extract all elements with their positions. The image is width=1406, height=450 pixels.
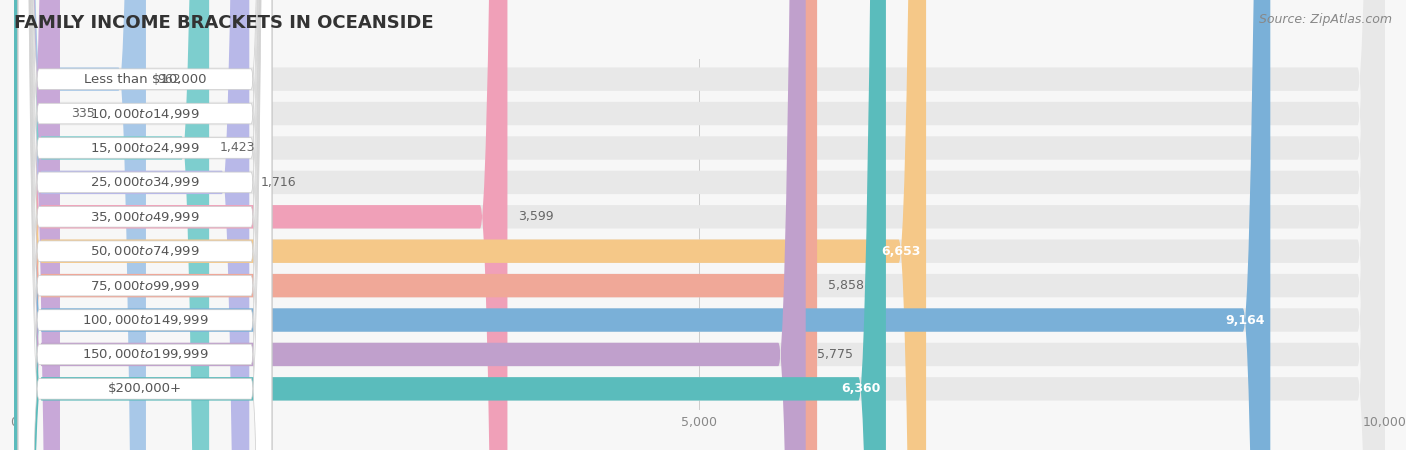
Text: Source: ZipAtlas.com: Source: ZipAtlas.com	[1258, 14, 1392, 27]
FancyBboxPatch shape	[14, 0, 1270, 450]
FancyBboxPatch shape	[14, 0, 249, 450]
Text: $10,000 to $14,999: $10,000 to $14,999	[90, 107, 200, 121]
Text: $75,000 to $99,999: $75,000 to $99,999	[90, 279, 200, 292]
Text: $35,000 to $49,999: $35,000 to $49,999	[90, 210, 200, 224]
FancyBboxPatch shape	[18, 0, 271, 450]
FancyBboxPatch shape	[14, 0, 1385, 450]
Text: $200,000+: $200,000+	[108, 382, 181, 396]
FancyBboxPatch shape	[14, 0, 1385, 450]
Text: $15,000 to $24,999: $15,000 to $24,999	[90, 141, 200, 155]
FancyBboxPatch shape	[14, 0, 1385, 450]
FancyBboxPatch shape	[14, 0, 1385, 450]
Text: $25,000 to $34,999: $25,000 to $34,999	[90, 176, 200, 189]
FancyBboxPatch shape	[18, 0, 271, 450]
Text: FAMILY INCOME BRACKETS IN OCEANSIDE: FAMILY INCOME BRACKETS IN OCEANSIDE	[14, 14, 433, 32]
FancyBboxPatch shape	[18, 0, 271, 450]
FancyBboxPatch shape	[14, 0, 1385, 450]
FancyBboxPatch shape	[18, 0, 271, 450]
FancyBboxPatch shape	[18, 0, 271, 450]
Text: 335: 335	[70, 107, 94, 120]
FancyBboxPatch shape	[14, 0, 60, 450]
FancyBboxPatch shape	[14, 0, 1385, 450]
FancyBboxPatch shape	[18, 0, 271, 450]
FancyBboxPatch shape	[14, 0, 1385, 450]
FancyBboxPatch shape	[14, 0, 806, 450]
FancyBboxPatch shape	[18, 0, 271, 450]
FancyBboxPatch shape	[18, 0, 271, 450]
FancyBboxPatch shape	[14, 0, 508, 450]
FancyBboxPatch shape	[14, 0, 927, 450]
Text: 1,423: 1,423	[221, 141, 256, 154]
FancyBboxPatch shape	[14, 0, 886, 450]
Text: 3,599: 3,599	[519, 210, 554, 223]
FancyBboxPatch shape	[14, 0, 209, 450]
FancyBboxPatch shape	[14, 0, 146, 450]
Text: 6,653: 6,653	[882, 245, 921, 258]
Text: 5,858: 5,858	[828, 279, 865, 292]
FancyBboxPatch shape	[18, 0, 271, 450]
Text: 962: 962	[157, 72, 180, 86]
Text: Less than $10,000: Less than $10,000	[84, 72, 207, 86]
Text: $150,000 to $199,999: $150,000 to $199,999	[82, 347, 208, 361]
FancyBboxPatch shape	[18, 0, 271, 450]
FancyBboxPatch shape	[14, 0, 1385, 450]
Text: $100,000 to $149,999: $100,000 to $149,999	[82, 313, 208, 327]
FancyBboxPatch shape	[14, 0, 817, 450]
Text: 6,360: 6,360	[841, 382, 880, 396]
FancyBboxPatch shape	[14, 0, 1385, 450]
Text: 9,164: 9,164	[1225, 314, 1265, 327]
Text: 5,775: 5,775	[817, 348, 852, 361]
Text: $50,000 to $74,999: $50,000 to $74,999	[90, 244, 200, 258]
Text: 1,716: 1,716	[260, 176, 295, 189]
FancyBboxPatch shape	[14, 0, 1385, 450]
